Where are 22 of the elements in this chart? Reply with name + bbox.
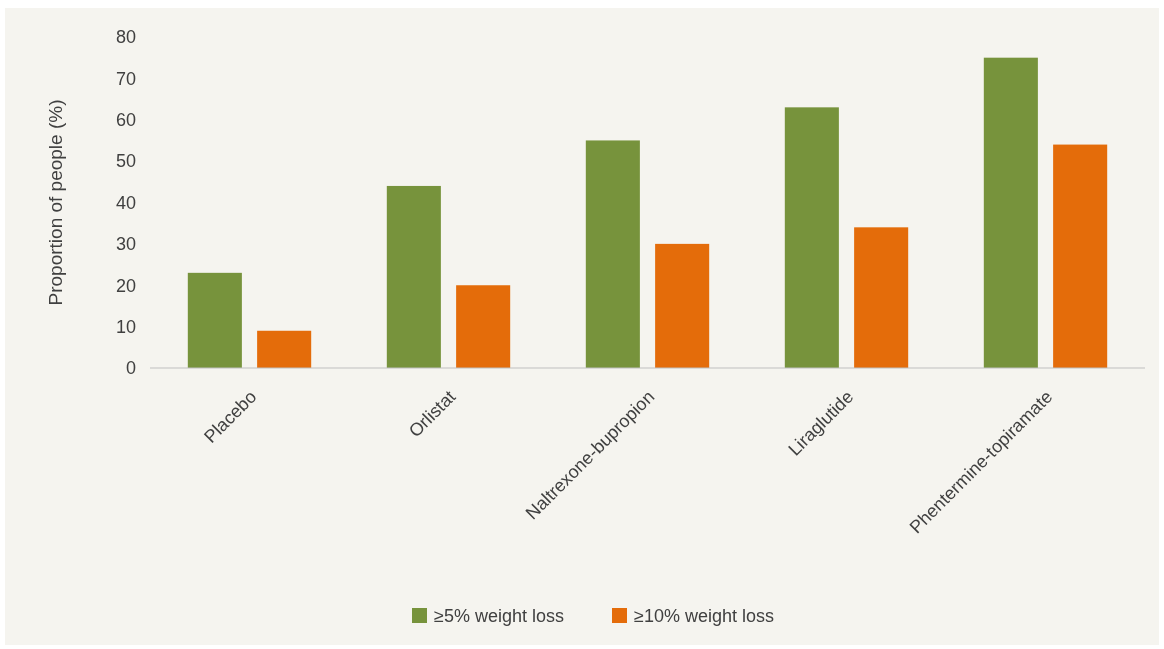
- bar: [1053, 144, 1108, 368]
- legend-label: ≥5% weight loss: [434, 606, 564, 627]
- bar: [386, 185, 441, 368]
- y-tick-label: 60: [115, 110, 136, 131]
- bar: [456, 285, 511, 368]
- y-tick-label: 30: [115, 234, 136, 255]
- legend-label: ≥10% weight loss: [634, 606, 774, 627]
- bar: [983, 57, 1038, 368]
- bar: [784, 107, 839, 368]
- bar: [257, 330, 312, 368]
- y-tick-label: 40: [115, 192, 136, 213]
- y-tick-label: 50: [115, 151, 136, 172]
- bar: [585, 140, 640, 368]
- bar: [854, 227, 909, 368]
- y-tick-label: 20: [115, 275, 136, 296]
- y-tick-label: 70: [115, 68, 136, 89]
- y-tick-label: 10: [115, 316, 136, 337]
- bar: [655, 243, 710, 368]
- y-tick-label: 0: [125, 358, 136, 379]
- y-axis-title: Proportion of people (%): [45, 99, 66, 306]
- y-tick-label: 80: [115, 27, 136, 48]
- bar: [187, 272, 242, 368]
